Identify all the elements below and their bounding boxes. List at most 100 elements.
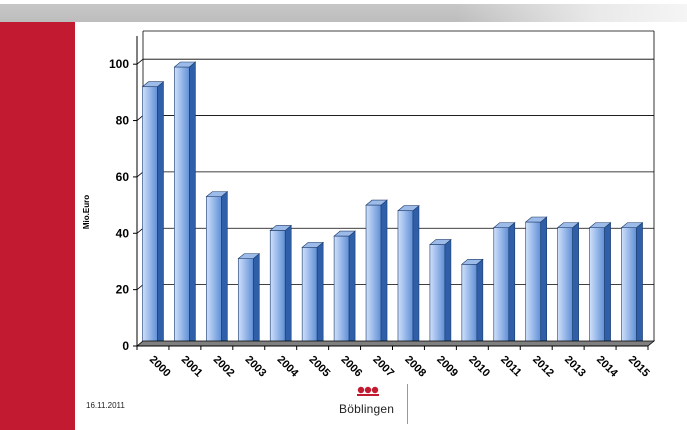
bar-2004 [269,224,293,347]
bar-front [621,227,637,347]
header-top-strip [0,0,687,4]
bar-top [269,225,293,231]
bar-front [557,227,573,347]
x-tick-label: 2005 [307,354,333,380]
x-tick-label: 2007 [370,354,396,380]
x-tick-label: 2002 [211,354,237,380]
bar-side [221,190,228,347]
date-label: 16.11.2011 [86,401,125,410]
bar-top [301,242,324,248]
bar-side [540,216,548,347]
bar-2003 [237,252,261,347]
y-tick-label: 60 [116,170,130,184]
bar-2011 [492,221,516,347]
gridline-depth [136,284,144,290]
logo-divider [407,384,408,424]
y-tick-label: 20 [116,283,130,297]
bar-side [284,224,292,347]
x-tick-label: 2004 [275,354,301,380]
y-tick-label: 40 [116,226,130,240]
y-tick-label: 80 [116,114,130,128]
bar-side [189,61,196,347]
bar-side [157,81,164,347]
bar-2002 [205,190,229,347]
bar-2005 [301,241,324,347]
gridline-depth [136,115,144,121]
gridline-depth [136,58,144,65]
logo-dots-icon [357,386,379,396]
bar-top [237,253,261,259]
bar-front [525,221,542,347]
x-tick-label: 2009 [434,354,460,380]
bar-2015 [620,221,644,347]
x-tick-label: 2011 [498,354,523,379]
bar-front [397,210,414,347]
left-accent-bar [0,22,75,430]
bar-side [252,252,260,347]
bar-side [572,221,579,347]
bar-side [508,221,516,347]
bar-2010 [461,258,484,347]
gridline-depth [136,171,144,178]
boeblingen-logo: Böblingen [336,384,412,424]
bar-front [429,244,446,347]
bar-side [380,199,388,347]
bar-2007 [365,199,388,347]
bar-top [620,222,644,228]
chart-bars [141,61,644,347]
bar-front [269,230,286,347]
bar-front [461,263,478,347]
chart-floor [135,340,656,347]
x-tick-labels: 2000 2001 2002 2003 2004 2005 2006 2007 2008 2009… [147,354,652,380]
x-tick-label: 2008 [402,354,428,380]
bar-side [636,221,643,347]
bar-top [524,216,548,223]
bar-top [141,81,165,88]
bar-2014 [588,221,612,347]
bar-top [397,205,420,212]
bar-2000 [141,81,165,347]
bar-front [589,227,605,347]
header-skyline-image [457,0,687,22]
bar-front [174,66,190,347]
bar-top [556,222,580,228]
y-tick-labels: 0 20 40 60 80 100 [109,57,129,353]
x-tick-label: 2006 [338,354,364,380]
bar-side [444,238,452,347]
bar-top [429,239,452,245]
bar-side [476,258,484,347]
x-tick-label: 2015 [626,354,652,380]
x-tick-label: 2013 [562,354,588,380]
bar-2009 [429,238,452,347]
bar-top [173,61,197,68]
bar-front [365,204,382,347]
bar-side [604,221,611,347]
y-tick-label: 100 [109,57,129,71]
bar-front [333,235,350,347]
x-tick-label: 2001 [179,354,205,380]
bar-top [588,222,612,228]
chart-axes [133,36,656,350]
x-tick-label: 2012 [530,354,556,380]
bar-side [412,205,420,347]
bar-2013 [556,221,580,347]
bar-front [142,86,158,347]
bar-front [301,247,318,347]
gridline-depth [136,227,144,234]
y-axis-label: Mio.Euro [82,195,91,229]
bar-top [205,191,229,197]
bar-2012 [524,216,548,347]
bar-top [492,222,516,228]
bar-top [461,258,484,265]
x-tick-label: 2010 [466,354,492,380]
bar-2006 [333,230,356,347]
bar-side [316,241,324,347]
bar-front [493,227,510,347]
x-tick-label: 2000 [147,354,173,380]
bar-top [333,230,356,237]
bar-front [237,258,254,347]
logo-wordmark: Böblingen [339,402,395,416]
bar-top [365,199,388,206]
x-tick-label: 2003 [243,354,269,380]
